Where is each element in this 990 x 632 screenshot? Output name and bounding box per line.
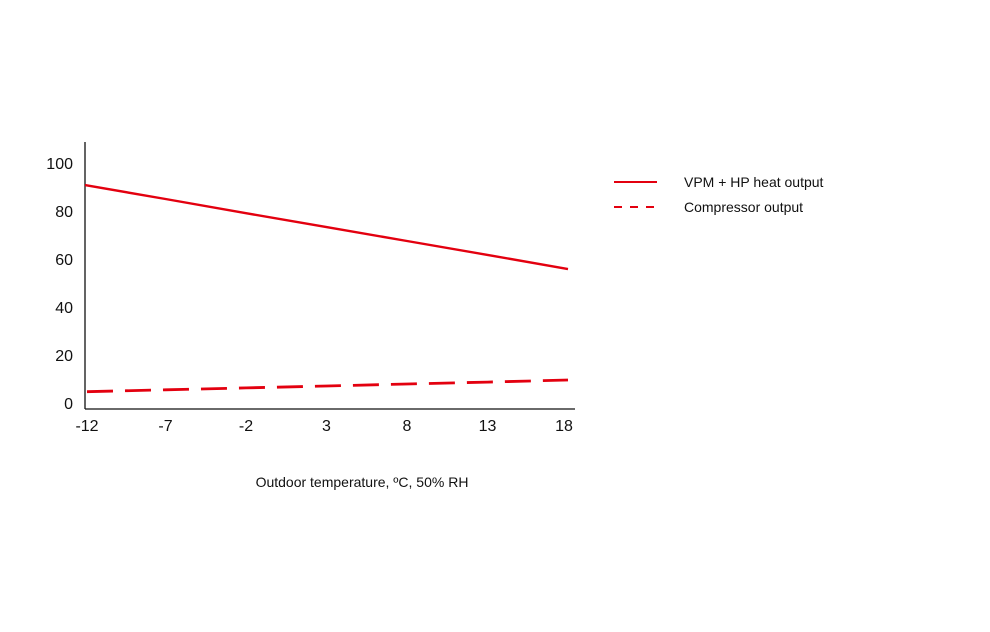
legend: VPM + HP heat output Compressor output (614, 174, 824, 215)
x-tick-label: -2 (239, 418, 253, 435)
y-tick-label: 20 (55, 348, 73, 365)
y-tick-label: 0 (64, 396, 73, 413)
y-tick-label: 80 (55, 204, 73, 221)
legend-label: VPM + HP heat output (684, 174, 824, 190)
y-tick-label: 100 (46, 156, 73, 173)
x-tick-label: -7 (158, 418, 172, 435)
axes (84, 142, 575, 410)
x-tick-label: 18 (555, 418, 573, 435)
x-axis-title: Outdoor temperature, ºC, 50% RH (256, 474, 469, 490)
x-tick-label: 3 (322, 418, 331, 435)
x-tick-label: 8 (403, 418, 412, 435)
y-tick-label: 60 (55, 252, 73, 269)
series-lines (84, 183, 569, 394)
series-line-compressor (86, 378, 569, 394)
tick-labels: 0 20 40 60 80 100 -12 -7 -2 3 8 13 18 (46, 156, 573, 435)
y-tick-label: 40 (55, 300, 73, 317)
x-tick-label: 13 (479, 418, 497, 435)
x-tick-label: -12 (75, 418, 98, 435)
series-line-vpm-hp (84, 183, 569, 271)
legend-label: Compressor output (684, 199, 803, 215)
